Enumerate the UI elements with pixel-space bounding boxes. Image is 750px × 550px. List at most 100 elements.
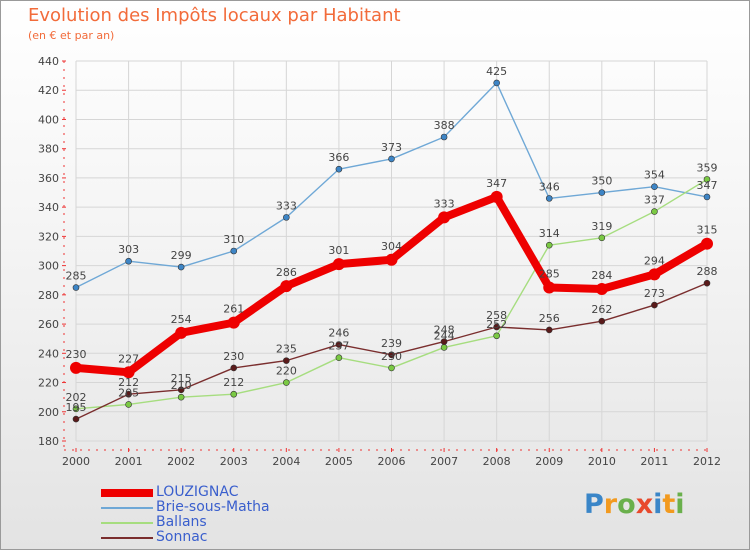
x-tick-label: 2008 [483, 455, 511, 468]
data-label: 286 [276, 266, 297, 279]
y-tick-label: 180 [38, 435, 59, 448]
data-label: 215 [171, 372, 192, 385]
y-tick-label: 380 [38, 143, 59, 156]
legend-label: Sonnac [156, 529, 208, 545]
data-point [388, 351, 395, 359]
data-points [70, 79, 713, 423]
data-label: 425 [486, 65, 507, 78]
data-labels: 285 303 299 310 333 366 373 388 425 346 350 354 347 2… [66, 65, 718, 414]
y-tick-label: 280 [38, 289, 59, 302]
x-tick-label: 2001 [115, 455, 143, 468]
data-point [545, 326, 553, 334]
data-label: 284 [591, 269, 612, 282]
legend-label: Brie-sous-Matha [156, 499, 270, 515]
data-point [72, 415, 80, 423]
data-label: 299 [171, 249, 192, 262]
data-label: 347 [697, 179, 718, 192]
data-point [177, 393, 185, 401]
data-point [598, 234, 606, 242]
y-tick-label: 320 [38, 230, 59, 243]
x-tick-label: 2006 [378, 455, 406, 468]
data-point [283, 214, 290, 221]
y-tick-label: 440 [38, 55, 59, 68]
y-tick-label: 220 [38, 377, 59, 390]
data-point [125, 390, 132, 398]
data-label: 230 [66, 348, 87, 361]
data-point [230, 247, 238, 255]
data-point [70, 361, 82, 374]
data-point [125, 401, 132, 408]
data-point [280, 280, 293, 293]
data-label: 301 [328, 244, 349, 257]
y-tick-label: 360 [38, 172, 59, 185]
data-point [543, 281, 556, 294]
data-point [703, 193, 711, 201]
data-label: 220 [276, 365, 297, 378]
data-point [703, 279, 711, 287]
y-tick-label: 260 [38, 318, 59, 331]
data-point [177, 386, 185, 394]
data-label: 212 [118, 376, 139, 389]
data-label: 333 [434, 197, 455, 210]
data-point [545, 241, 553, 249]
data-label: 310 [223, 233, 244, 246]
data-point [335, 341, 343, 348]
data-point [385, 253, 398, 266]
data-label: 319 [591, 220, 612, 233]
proxiti-logo: Proxiti [584, 489, 685, 520]
data-point [438, 211, 451, 224]
data-point [72, 405, 80, 413]
x-tick-label: 2000 [62, 455, 90, 468]
y-tick-label: 240 [38, 347, 59, 360]
data-point [493, 332, 500, 340]
data-point [335, 165, 343, 173]
data-point [230, 364, 238, 372]
data-label: 288 [697, 265, 718, 278]
data-label: 285 [66, 270, 87, 283]
data-label: 256 [539, 312, 560, 325]
x-tick-label: 2004 [272, 455, 300, 468]
x-tick-label: 2003 [220, 455, 248, 468]
data-label: 388 [434, 119, 455, 132]
data-label: 285 [539, 268, 560, 281]
data-point [703, 176, 711, 183]
data-label: 205 [118, 386, 139, 399]
legend-swatch [101, 522, 153, 524]
data-label: 237 [328, 340, 349, 353]
data-label: 262 [591, 303, 612, 316]
data-point [493, 79, 500, 87]
data-label: 304 [381, 240, 402, 253]
data-label: 248 [434, 324, 455, 337]
data-label: 258 [486, 309, 507, 322]
data-point [175, 326, 188, 339]
data-label: 373 [381, 141, 402, 154]
data-label: 195 [66, 401, 87, 414]
x-tick-label: 2007 [430, 455, 458, 468]
y-tick-label: 420 [38, 84, 59, 97]
data-point [388, 364, 395, 372]
data-label: 230 [381, 350, 402, 363]
legend-swatch [101, 507, 153, 509]
data-label: 235 [276, 343, 297, 356]
data-label: 244 [434, 329, 455, 342]
legend-label: Ballans [156, 514, 207, 530]
data-point [651, 301, 658, 309]
chart-title: Evolution des Impôts locaux par Habitant [28, 5, 401, 26]
x-tick-label: 2011 [640, 455, 668, 468]
data-label: 347 [486, 177, 507, 190]
data-point [490, 190, 503, 203]
data-point [651, 183, 658, 190]
data-label: 333 [276, 199, 297, 212]
data-label: 359 [697, 161, 718, 174]
data-label: 294 [644, 254, 665, 267]
legend-swatch [101, 489, 153, 497]
y-tick-label: 300 [38, 260, 59, 273]
data-label: 246 [328, 327, 349, 340]
data-point [283, 357, 290, 364]
data-label: 261 [223, 303, 244, 316]
data-point [651, 208, 658, 215]
axes: 180 200 220 240 260 280 300 320 340 360 380 400 420 4… [38, 55, 721, 468]
data-point [440, 133, 448, 141]
data-point [545, 195, 553, 202]
